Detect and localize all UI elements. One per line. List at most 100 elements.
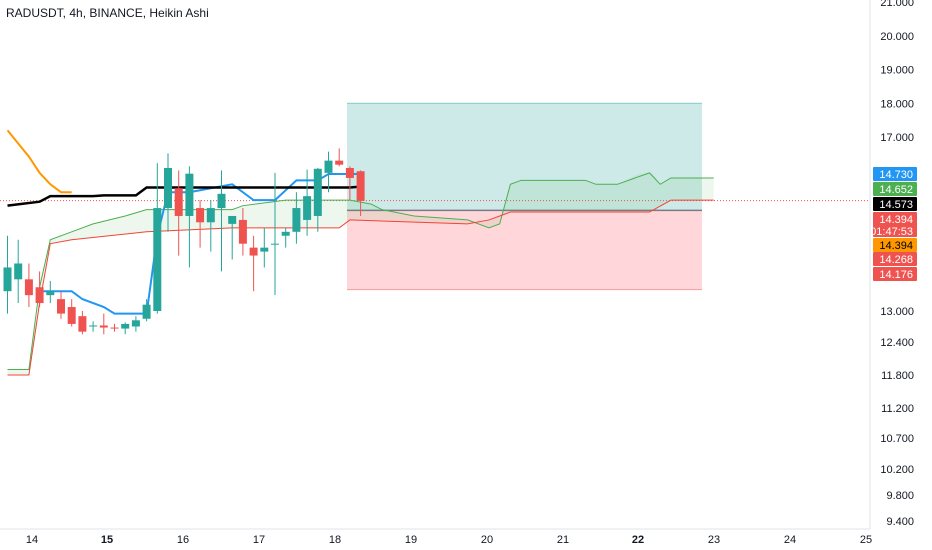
- candle-body: [281, 231, 290, 236]
- kijun-sen: [7, 185, 361, 207]
- candle: [345, 166, 354, 201]
- cloud-fill: [7, 172, 714, 375]
- candle: [3, 235, 12, 314]
- candle: [260, 227, 269, 268]
- time-axis-label: 19: [405, 534, 417, 546]
- price-axis-label: 17.000: [880, 132, 914, 144]
- ichimoku-cloud: [7, 172, 714, 376]
- candle-body: [335, 160, 344, 165]
- candle-body: [14, 263, 23, 280]
- candle: [131, 316, 140, 332]
- candle: [217, 170, 226, 272]
- price-tag: 14.730: [873, 167, 917, 181]
- price-axis-label: 18.000: [880, 98, 914, 110]
- price-axis[interactable]: 21.000 20.000 19.000 18.000 17.000 13.000 12.4…: [880, 0, 914, 528]
- candle: [164, 153, 172, 232]
- candle-body: [46, 291, 55, 296]
- time-axis-label: 18: [329, 534, 341, 546]
- candle-body: [67, 307, 76, 324]
- candle-body: [57, 299, 65, 314]
- senkou-span-a: [7, 172, 714, 370]
- price-tag: 14.573: [873, 197, 917, 211]
- senkou-span-b: [7, 199, 714, 376]
- price-axis-label: 10.200: [880, 464, 914, 476]
- candle-body: [131, 320, 140, 327]
- candle-body: [345, 167, 354, 178]
- price-tags: 14.73014.65214.57314.39401:47:5314.39414…: [870, 167, 917, 281]
- candle: [57, 291, 65, 319]
- price-axis-label: 20.000: [880, 31, 914, 43]
- time-axis-label: 16: [177, 534, 189, 546]
- price-tag-countdown: 01:47:53: [870, 226, 913, 238]
- candle: [324, 151, 333, 193]
- candle: [110, 323, 119, 332]
- price-tag: 14.268: [873, 252, 917, 266]
- chart-title: RADUSDT, 4h, BINANCE, Heikin Ashi: [6, 6, 209, 20]
- price-axis-label: 9.400: [886, 516, 914, 528]
- candle-body: [206, 208, 215, 223]
- price-axis-label: 11.800: [881, 370, 914, 382]
- candle-body: [3, 267, 12, 292]
- price-tag-box: [873, 167, 917, 181]
- candle: [89, 321, 98, 332]
- price-tag-box: [873, 238, 917, 252]
- candle: [99, 313, 108, 335]
- price-tag-box: [873, 252, 917, 266]
- candle-body: [185, 173, 194, 216]
- candle: [335, 148, 344, 167]
- candle-body: [99, 325, 108, 328]
- price-tag-value: 14.394: [879, 214, 913, 226]
- price-axis-label: 9.800: [886, 490, 914, 502]
- time-axis-label: 23: [708, 534, 720, 546]
- price-tag-box: [873, 182, 917, 196]
- price-tag: 14.394: [873, 238, 917, 252]
- candle: [228, 215, 237, 260]
- candles: [3, 148, 365, 335]
- candle: [121, 322, 130, 335]
- candle-body: [217, 193, 226, 209]
- price-tag-value: 14.394: [879, 240, 913, 252]
- candle-body: [121, 323, 130, 329]
- candle-body: [35, 287, 44, 304]
- profit-zone: [347, 103, 702, 211]
- price-tag: 14.176: [873, 267, 917, 281]
- candle-body: [24, 279, 33, 296]
- candle-body: [238, 219, 247, 244]
- candle-body: [196, 208, 205, 223]
- time-axis[interactable]: 14 15 16 17 18 19 20 21 22 23 24 25: [26, 534, 872, 546]
- price-tag-value: 14.176: [879, 269, 913, 281]
- candle-body: [110, 327, 119, 329]
- price-axis-label: 13.000: [880, 306, 914, 318]
- candle: [281, 227, 290, 248]
- price-axis-label: 11.200: [881, 403, 914, 415]
- candle-body: [260, 247, 269, 252]
- candle: [174, 170, 183, 256]
- candle: [24, 263, 33, 308]
- price-tag-box: [873, 212, 917, 237]
- time-axis-label: 17: [253, 534, 265, 546]
- candle-body: [164, 167, 172, 209]
- candle-body: [142, 304, 151, 319]
- position-zones: [0, 102, 870, 291]
- candle: [313, 167, 322, 232]
- candle: [249, 235, 258, 292]
- price-tag-box: [873, 197, 917, 211]
- price-tag-value: 14.573: [879, 199, 913, 211]
- price-axis-label: 10.700: [880, 433, 914, 445]
- candle: [206, 200, 215, 252]
- time-axis-label: 24: [784, 534, 796, 546]
- candle: [153, 163, 162, 314]
- candle: [78, 311, 87, 335]
- candle-body: [89, 325, 98, 327]
- candle: [35, 271, 44, 308]
- price-tag-value: 14.652: [879, 184, 913, 196]
- price-tag-value: 14.268: [879, 254, 913, 266]
- time-axis-label: 21: [557, 534, 569, 546]
- candle: [238, 208, 247, 256]
- candle-body: [174, 188, 183, 216]
- stop-zone: [347, 210, 702, 290]
- candle-body: [356, 171, 365, 201]
